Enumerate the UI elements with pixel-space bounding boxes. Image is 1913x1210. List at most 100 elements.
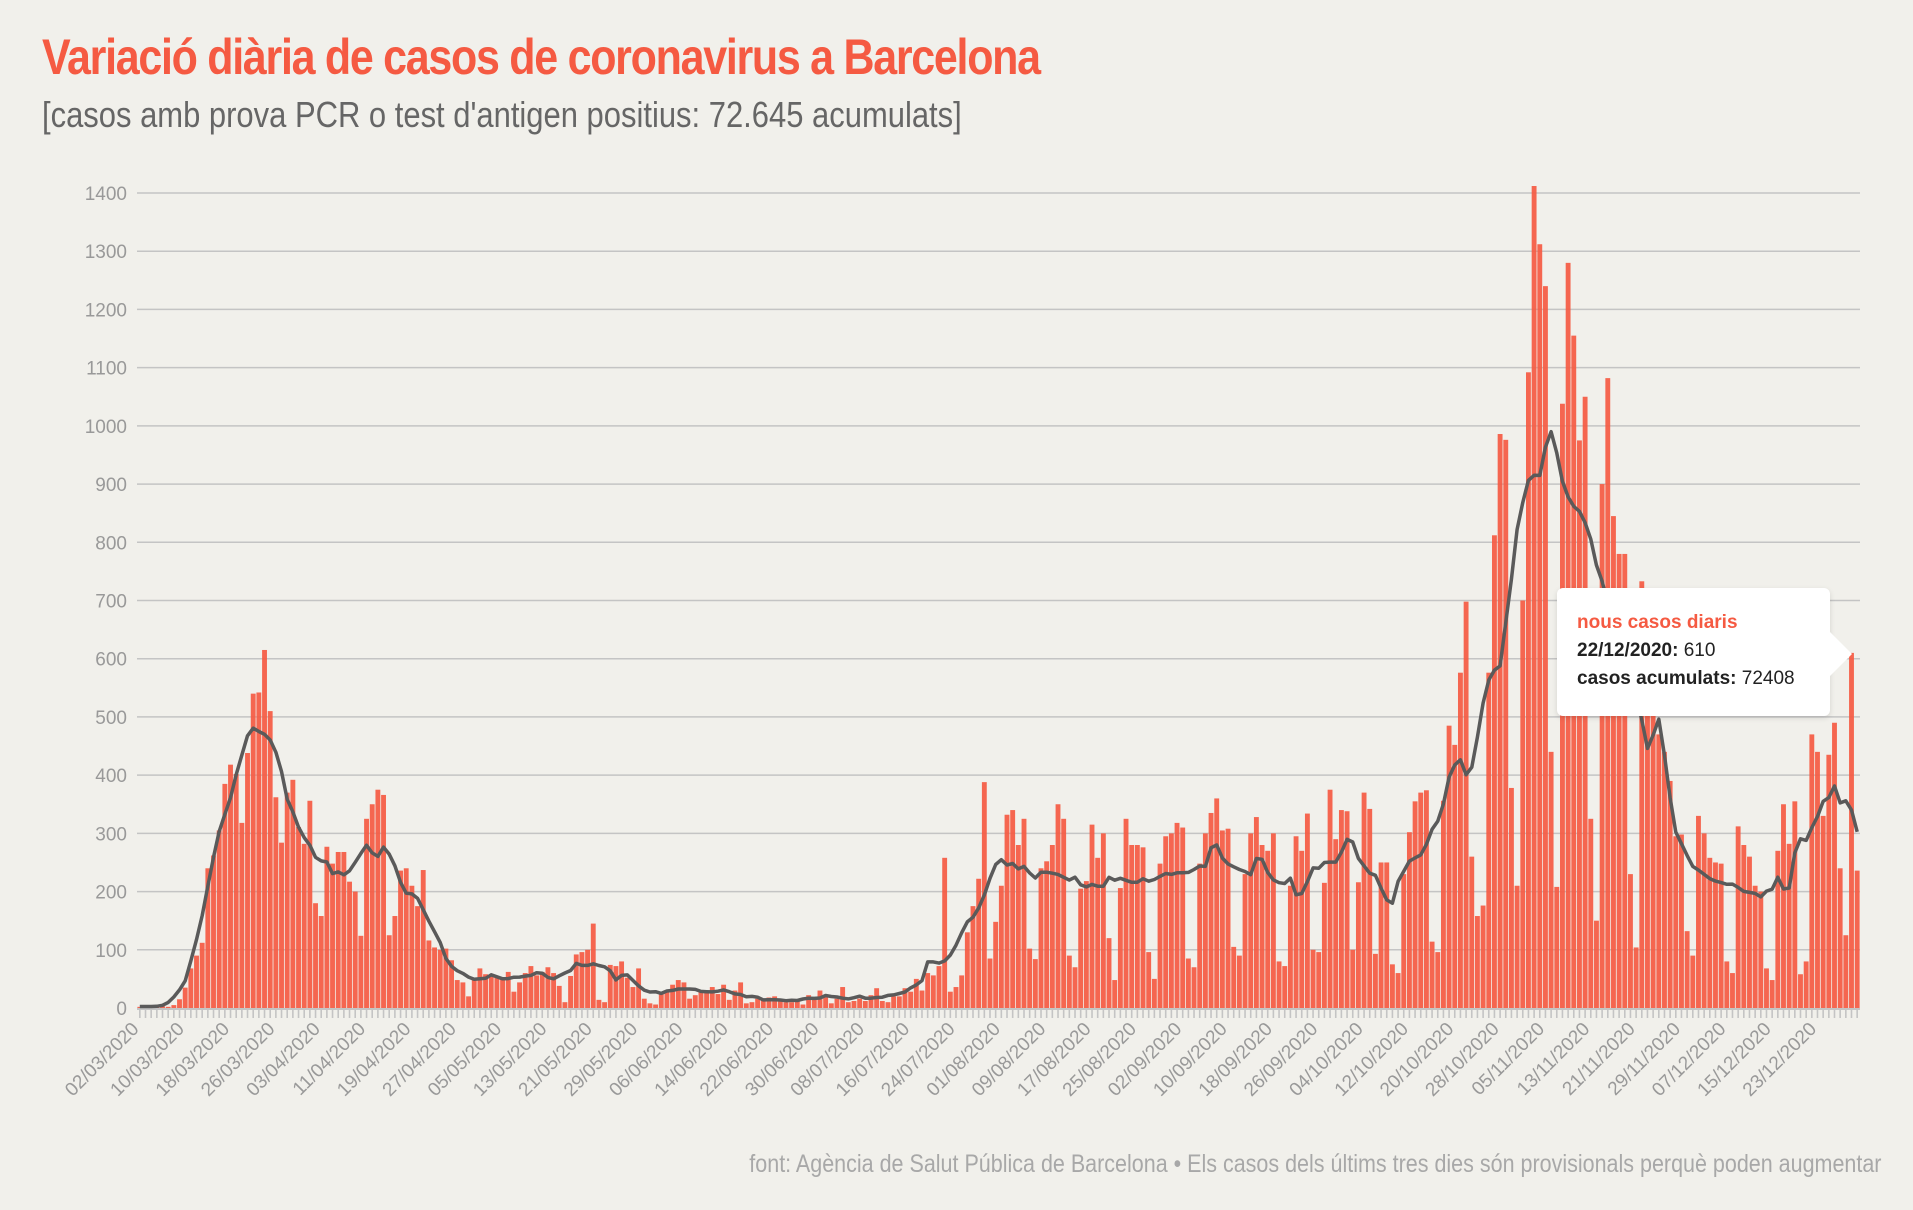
bar[interactable] bbox=[794, 1001, 800, 1008]
bar[interactable] bbox=[1792, 801, 1798, 1008]
bar[interactable] bbox=[573, 954, 579, 1008]
bar[interactable] bbox=[789, 1002, 795, 1008]
bar[interactable] bbox=[1225, 828, 1231, 1008]
bar[interactable] bbox=[862, 1001, 868, 1008]
bar[interactable] bbox=[409, 885, 415, 1008]
bar[interactable] bbox=[1157, 863, 1163, 1008]
bar[interactable] bbox=[1327, 789, 1333, 1008]
bar[interactable] bbox=[641, 998, 647, 1008]
bar[interactable] bbox=[1004, 814, 1010, 1008]
bar[interactable] bbox=[1316, 952, 1322, 1008]
bar[interactable] bbox=[1010, 810, 1016, 1008]
bar[interactable] bbox=[1843, 935, 1849, 1008]
bar[interactable] bbox=[585, 949, 591, 1008]
bar[interactable] bbox=[1690, 955, 1696, 1008]
bar[interactable] bbox=[726, 999, 732, 1008]
bar[interactable] bbox=[953, 987, 959, 1008]
bar[interactable] bbox=[1446, 725, 1452, 1008]
bar[interactable] bbox=[1803, 961, 1809, 1008]
bar[interactable] bbox=[511, 991, 517, 1008]
bar[interactable] bbox=[1662, 751, 1667, 1008]
bar[interactable] bbox=[709, 987, 715, 1008]
bar[interactable] bbox=[352, 891, 358, 1008]
bar[interactable] bbox=[1832, 722, 1837, 1008]
bar[interactable] bbox=[398, 870, 403, 1008]
bar[interactable] bbox=[959, 975, 965, 1008]
bar[interactable] bbox=[1520, 600, 1526, 1009]
bar[interactable] bbox=[1548, 751, 1554, 1008]
bar[interactable] bbox=[1242, 874, 1248, 1008]
bar[interactable] bbox=[432, 947, 437, 1008]
bar[interactable] bbox=[1236, 955, 1242, 1008]
bar[interactable] bbox=[1514, 885, 1520, 1008]
bar[interactable] bbox=[290, 779, 296, 1008]
bar[interactable] bbox=[318, 916, 324, 1008]
bar[interactable] bbox=[766, 997, 772, 1008]
bar[interactable] bbox=[1463, 601, 1469, 1008]
bar[interactable] bbox=[369, 804, 375, 1008]
bar[interactable] bbox=[947, 991, 953, 1008]
bar[interactable] bbox=[800, 1004, 806, 1008]
bar[interactable] bbox=[454, 980, 460, 1008]
bar[interactable] bbox=[1406, 832, 1412, 1008]
bar[interactable] bbox=[1338, 810, 1344, 1008]
bar[interactable] bbox=[488, 975, 494, 1008]
bar[interactable] bbox=[1146, 952, 1152, 1008]
bar[interactable] bbox=[1355, 882, 1361, 1008]
bar[interactable] bbox=[783, 1002, 789, 1008]
bar[interactable] bbox=[687, 998, 693, 1008]
bar[interactable] bbox=[1418, 792, 1424, 1008]
bar[interactable] bbox=[1497, 434, 1503, 1008]
bar[interactable] bbox=[267, 711, 273, 1008]
bar[interactable] bbox=[692, 995, 698, 1008]
bar[interactable] bbox=[1310, 949, 1316, 1008]
bar[interactable] bbox=[239, 822, 245, 1008]
bar[interactable] bbox=[1299, 850, 1305, 1008]
bar[interactable] bbox=[273, 797, 279, 1008]
bar[interactable] bbox=[1707, 857, 1713, 1008]
bar[interactable] bbox=[1543, 286, 1548, 1008]
bar[interactable] bbox=[828, 1003, 834, 1008]
bar[interactable] bbox=[1854, 870, 1860, 1008]
bar[interactable] bbox=[1457, 672, 1463, 1008]
bar[interactable] bbox=[1078, 888, 1084, 1008]
bar[interactable] bbox=[1412, 801, 1418, 1008]
bar[interactable] bbox=[919, 990, 925, 1008]
bar[interactable] bbox=[885, 1002, 891, 1008]
bar[interactable] bbox=[1095, 857, 1101, 1008]
bar[interactable] bbox=[936, 966, 942, 1008]
bar[interactable] bbox=[1537, 244, 1543, 1009]
bar[interactable] bbox=[1180, 827, 1186, 1008]
bar[interactable] bbox=[228, 764, 233, 1008]
bar[interactable] bbox=[1769, 980, 1775, 1008]
bar[interactable] bbox=[1344, 811, 1350, 1008]
bar[interactable] bbox=[188, 968, 194, 1008]
bar[interactable] bbox=[851, 1001, 857, 1008]
bar[interactable] bbox=[1089, 824, 1095, 1009]
bar[interactable] bbox=[579, 952, 585, 1008]
bar[interactable] bbox=[568, 975, 574, 1008]
bar[interactable] bbox=[1826, 754, 1832, 1008]
bar[interactable] bbox=[1072, 967, 1078, 1008]
bar[interactable] bbox=[1049, 845, 1055, 1008]
bar[interactable] bbox=[1321, 882, 1327, 1008]
bar[interactable] bbox=[868, 995, 874, 1008]
bar[interactable] bbox=[1276, 961, 1282, 1008]
bar[interactable] bbox=[460, 982, 466, 1008]
bar[interactable] bbox=[1588, 818, 1594, 1008]
bar[interactable] bbox=[1628, 874, 1633, 1008]
bar[interactable] bbox=[1384, 862, 1390, 1008]
bar[interactable] bbox=[1679, 834, 1684, 1008]
bar[interactable] bbox=[1577, 440, 1582, 1008]
bar[interactable] bbox=[1599, 484, 1605, 1008]
bar[interactable] bbox=[1061, 818, 1067, 1008]
bar[interactable] bbox=[1208, 812, 1214, 1008]
bar[interactable] bbox=[806, 995, 812, 1008]
bar[interactable] bbox=[715, 994, 721, 1008]
bar[interactable] bbox=[630, 987, 636, 1008]
bar[interactable] bbox=[341, 851, 347, 1008]
bar[interactable] bbox=[534, 975, 540, 1008]
bar[interactable] bbox=[1815, 751, 1820, 1008]
bar[interactable] bbox=[1724, 961, 1730, 1008]
bar[interactable] bbox=[1622, 553, 1628, 1008]
